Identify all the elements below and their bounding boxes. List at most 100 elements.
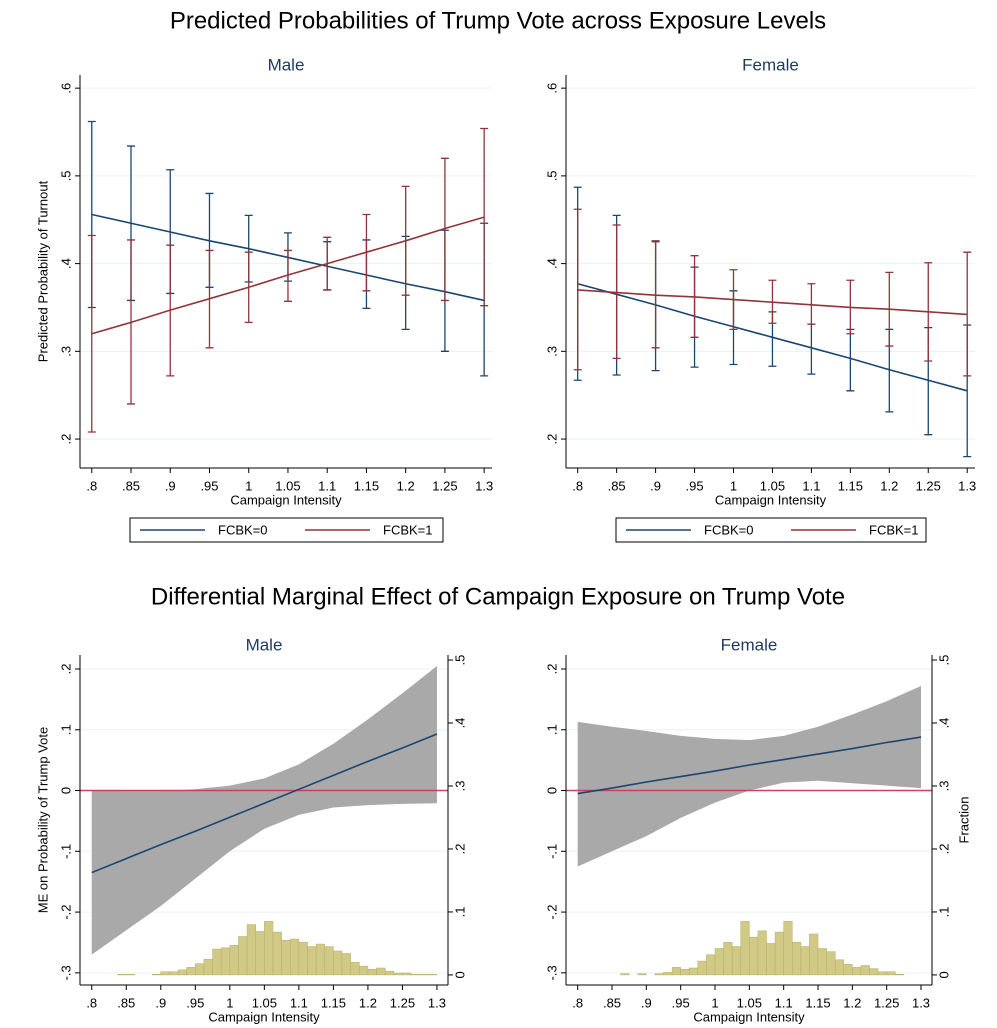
- y-tick-label: .4: [58, 258, 73, 269]
- histogram-bar: [324, 946, 334, 976]
- x-tick-label: 1.15: [321, 995, 346, 1010]
- histogram-bar: [817, 948, 827, 976]
- x-tick-label: 1.1: [802, 478, 820, 493]
- histogram-bar: [238, 936, 248, 976]
- histogram-bar: [264, 921, 274, 976]
- y-tick-label: .2: [58, 434, 73, 445]
- x-tick-label: 1.1: [290, 995, 308, 1010]
- x-tick-label: 1.25: [390, 995, 415, 1010]
- x-tick-label: 1.05: [760, 478, 785, 493]
- y2-tick-label: .2: [452, 844, 467, 855]
- y2-tick-label: .3: [936, 781, 951, 792]
- y-tick-label: .2: [544, 434, 559, 445]
- x-tick-label: .95: [686, 478, 704, 493]
- histogram-bar: [757, 930, 767, 976]
- histogram-bar: [869, 968, 879, 976]
- histogram-bar: [307, 946, 317, 976]
- histogram-bar: [195, 963, 205, 976]
- panel-title: Male: [246, 635, 283, 654]
- y2-tick-label: .4: [452, 718, 467, 729]
- panel-title: Female: [742, 55, 799, 74]
- y2-tick-label: 0: [936, 971, 951, 978]
- y-tick-label: .4: [544, 258, 559, 269]
- histogram-bar: [689, 967, 699, 976]
- x-tick-label: 1.05: [275, 478, 300, 493]
- histogram-bar: [393, 972, 403, 976]
- x-tick-label: 1.25: [432, 478, 457, 493]
- y-tick-label: .6: [58, 83, 73, 94]
- y-tick-label: -.2: [544, 904, 559, 919]
- y2-tick-label: .1: [936, 907, 951, 918]
- histogram-bar: [367, 969, 377, 976]
- x-axis-title: Campaign Intensity: [208, 1009, 320, 1024]
- histogram-bar: [800, 946, 810, 976]
- histogram-bar: [117, 974, 127, 976]
- error-bar: [573, 208, 582, 371]
- y-tick-label: 0: [544, 787, 559, 794]
- histogram-bar: [620, 973, 630, 976]
- y2-tick-label: .3: [452, 781, 467, 792]
- x-tick-label: .85: [608, 478, 626, 493]
- histogram-bar: [731, 946, 742, 976]
- x-tick-label: 1: [226, 995, 233, 1010]
- y-tick-label: -.3: [544, 965, 559, 980]
- x-tick-label: .8: [86, 478, 97, 493]
- histogram-bar: [663, 972, 673, 976]
- x-tick-label: .95: [200, 478, 218, 493]
- x-tick-label: 1.15: [805, 995, 830, 1010]
- y-tick-label: .5: [544, 170, 559, 181]
- x-tick-label: 1: [711, 995, 718, 1010]
- x-tick-label: .9: [641, 995, 652, 1010]
- x-tick-label: 1.15: [838, 478, 863, 493]
- x-axis-title: Campaign Intensity: [230, 492, 342, 507]
- legend-label: FCBK=1: [869, 522, 919, 537]
- y2-tick-label: .5: [452, 655, 467, 666]
- histogram-bar: [886, 971, 896, 976]
- histogram-bar: [826, 951, 836, 976]
- histogram-bar: [792, 941, 802, 976]
- histogram-bar: [289, 938, 300, 976]
- y-tick-label: .3: [58, 346, 73, 357]
- histogram-bar: [246, 924, 256, 976]
- histogram-bar: [384, 970, 395, 976]
- legend-label: FCBK=0: [218, 522, 268, 537]
- x-tick-label: 1.3: [428, 995, 446, 1010]
- histogram-bar: [766, 943, 776, 976]
- y2-tick-label: 0: [452, 971, 467, 978]
- histogram-bar: [895, 974, 905, 976]
- histogram-bar: [654, 973, 664, 976]
- x-tick-label: 1.2: [843, 995, 861, 1010]
- y-tick-label: .2: [58, 664, 73, 675]
- series-line: [577, 289, 968, 316]
- histogram-bar: [126, 974, 136, 976]
- x-tick-label: .9: [165, 478, 176, 493]
- y2-tick-label: .2: [936, 844, 951, 855]
- x-tick-label: 1: [730, 478, 737, 493]
- x-tick-label: .9: [650, 478, 661, 493]
- x-tick-label: .8: [572, 995, 583, 1010]
- histogram-bar: [843, 963, 853, 976]
- histogram-bar: [706, 954, 716, 976]
- histogram-bar: [341, 953, 351, 976]
- y2-tick-label: .1: [452, 907, 467, 918]
- histogram-bar: [160, 971, 170, 976]
- x-tick-label: .85: [117, 995, 135, 1010]
- histogram-bar: [860, 965, 870, 976]
- histogram-bar: [272, 931, 282, 976]
- figure-heading: Differential Marginal Effect of Campaign…: [151, 583, 845, 610]
- series-line: [91, 216, 485, 335]
- histogram-bar: [281, 940, 291, 976]
- x-tick-label: .85: [603, 995, 621, 1010]
- histogram-bar: [350, 962, 360, 976]
- figure-heading: Predicted Probabilities of Trump Vote ac…: [170, 7, 826, 34]
- error-bar: [440, 157, 449, 302]
- series-line: [91, 733, 438, 874]
- histogram-bar: [671, 967, 681, 976]
- y-tick-label: .1: [58, 724, 73, 735]
- y-tick-label: .3: [544, 346, 559, 357]
- x-axis-title: Campaign Intensity: [715, 492, 827, 507]
- x-tick-label: 1.3: [958, 478, 976, 493]
- histogram-bar: [419, 974, 429, 976]
- histogram-bar: [186, 967, 196, 976]
